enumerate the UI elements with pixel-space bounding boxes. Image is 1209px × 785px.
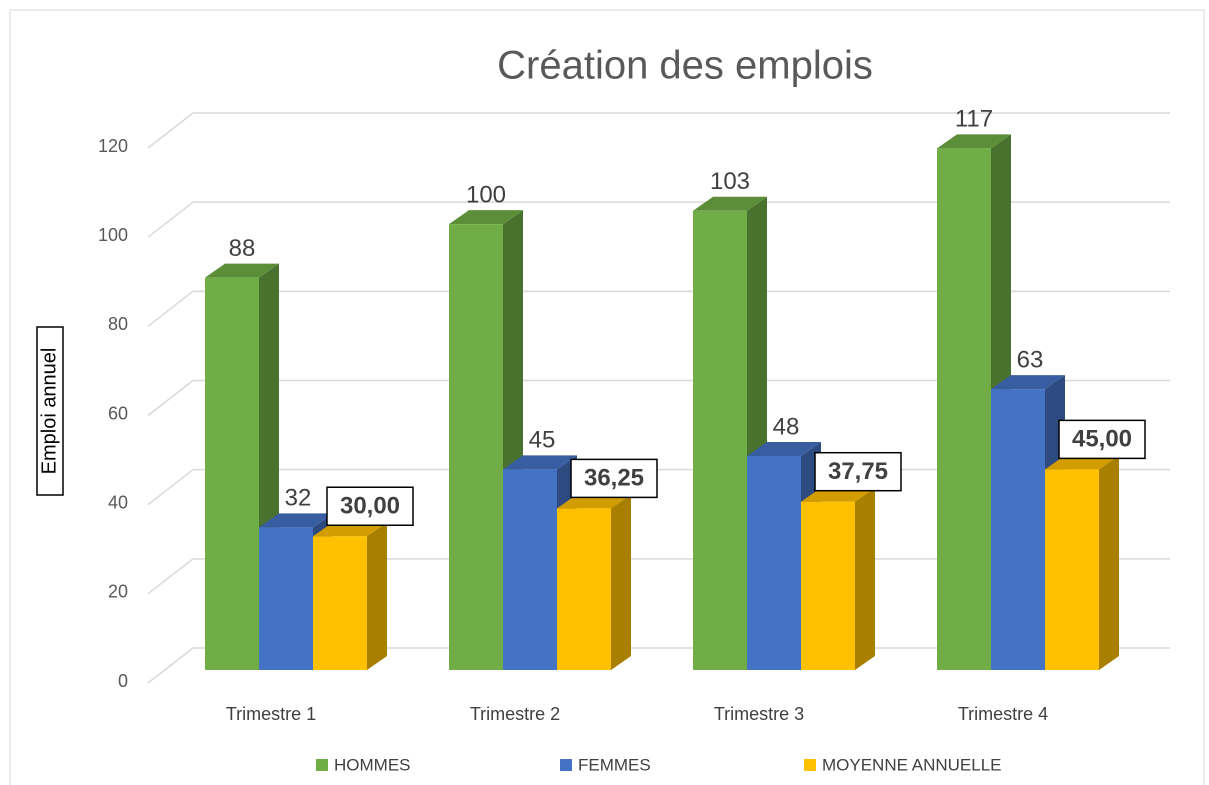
legend-label: FEMMES — [578, 755, 651, 774]
data-label: 100 — [466, 182, 506, 209]
data-label-box — [1058, 419, 1146, 460]
bar — [747, 456, 801, 670]
bar-top — [503, 455, 577, 470]
bar-side — [855, 487, 875, 670]
data-label: 36,25 — [584, 465, 644, 492]
bar — [313, 536, 367, 670]
bar — [503, 469, 557, 670]
data-label: 48 — [773, 413, 800, 440]
x-tick-label: Trimestre 3 — [714, 704, 804, 724]
bar — [991, 389, 1045, 670]
bar — [693, 210, 747, 670]
grid-line — [147, 469, 194, 506]
legend-label: HOMMES — [334, 755, 411, 774]
grid-line — [147, 558, 194, 595]
bar — [801, 501, 855, 670]
bar — [1045, 469, 1099, 670]
legend-label: MOYENNE ANNUELLE — [822, 755, 1002, 774]
bar-top — [259, 513, 333, 528]
data-label: 63 — [1017, 346, 1044, 373]
bar — [205, 277, 259, 670]
x-tick-label: Trimestre 4 — [958, 704, 1048, 724]
data-label: 117 — [955, 106, 993, 133]
y-tick-label: 60 — [108, 403, 128, 423]
data-label: 103 — [710, 168, 750, 195]
legend-swatch — [804, 759, 816, 771]
data-label: 88 — [229, 235, 256, 262]
y-label-box — [36, 326, 64, 496]
y-tick-label: 100 — [98, 225, 128, 245]
bar — [557, 508, 611, 670]
bar-top — [693, 196, 767, 211]
y-tick-label: 120 — [98, 136, 128, 156]
data-label: 45 — [529, 427, 556, 454]
grid-line — [147, 379, 194, 417]
x-tick-label: Trimestre 1 — [226, 704, 316, 724]
bar-top — [205, 263, 279, 278]
data-label: 37,75 — [828, 458, 888, 485]
y-axis-label: Emploi annuel — [38, 348, 60, 475]
bar-side — [611, 494, 631, 670]
grid-line — [147, 647, 194, 684]
y-tick-label: 0 — [118, 671, 128, 691]
bar — [937, 148, 991, 670]
bar-side — [367, 522, 387, 670]
data-label-box — [570, 458, 658, 499]
data-label-box — [326, 486, 414, 526]
legend-swatch — [560, 759, 572, 771]
bar — [259, 527, 313, 670]
legend-swatch — [316, 759, 328, 771]
data-label: 30,00 — [340, 493, 400, 520]
x-tick-label: Trimestre 2 — [470, 704, 560, 724]
y-tick-label: 20 — [108, 582, 128, 602]
grid-line — [147, 112, 194, 149]
grid-line — [147, 290, 194, 327]
data-label-box — [814, 451, 902, 492]
grid-line — [147, 201, 194, 238]
bar-top — [937, 134, 1011, 149]
data-label: 32 — [285, 485, 312, 512]
bar-top — [747, 442, 821, 456]
chart-title: Création des emplois — [497, 44, 873, 88]
bar — [449, 224, 503, 670]
bar-top — [449, 210, 523, 225]
bar-top — [991, 375, 1065, 390]
y-tick-label: 40 — [108, 492, 128, 512]
data-label: 45,00 — [1072, 426, 1132, 453]
y-tick-label: 80 — [108, 314, 128, 334]
bar-side — [1099, 455, 1119, 670]
